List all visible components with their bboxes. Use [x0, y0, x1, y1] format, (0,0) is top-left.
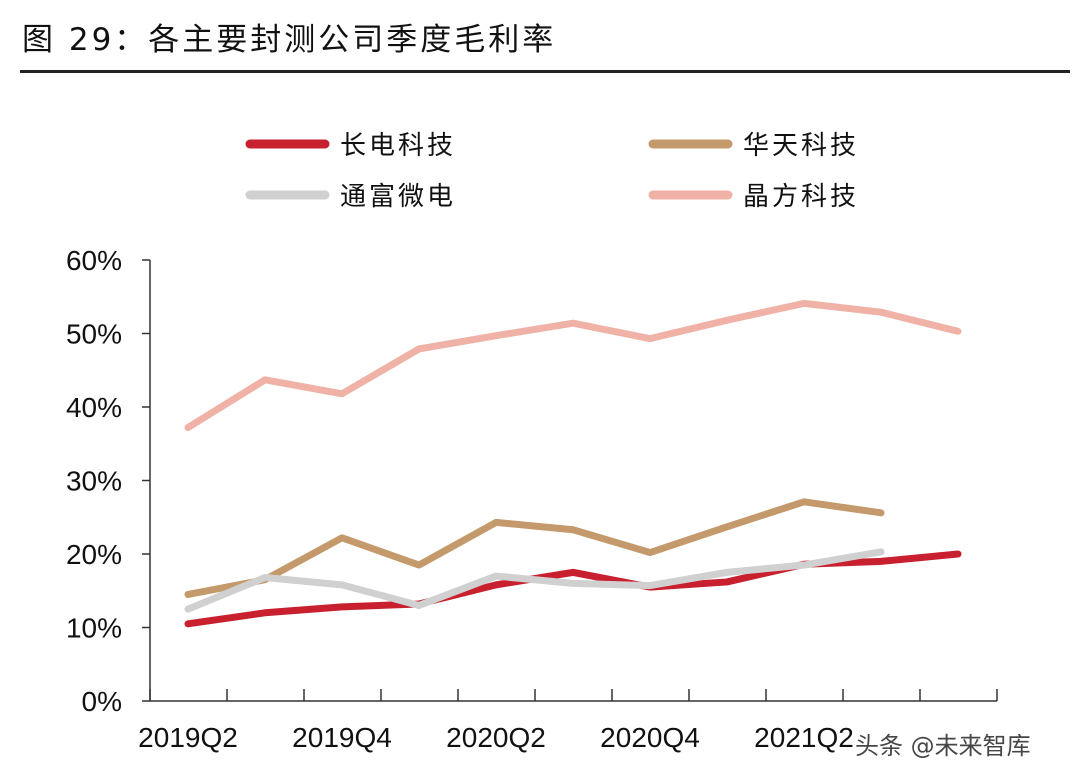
- y-tick-label: 60%: [66, 245, 122, 276]
- series-layer: [184, 299, 962, 628]
- legend-label: 长电科技: [340, 131, 456, 161]
- x-tick-label: 2021Q2: [754, 722, 854, 753]
- legend-item: 通富微电: [245, 182, 456, 212]
- y-tick-label: 20%: [66, 539, 122, 570]
- x-tick-label: 2019Q4: [292, 722, 392, 753]
- legend-item: 晶方科技: [648, 182, 859, 212]
- axes: 0% 10% 20% 30% 40% 50% 60% 2019Q2 2019Q4 2020Q2 20…: [66, 245, 998, 753]
- legend-label: 华天科技: [743, 131, 859, 161]
- series-line-1: [184, 550, 962, 628]
- y-tick-label: 50%: [66, 319, 122, 350]
- y-tick-label: 10%: [66, 613, 122, 644]
- series-line-4: [184, 299, 962, 432]
- series-line-2: [184, 498, 885, 598]
- y-tick-label: 0%: [82, 686, 122, 717]
- x-tick-label: 2020Q4: [600, 722, 700, 753]
- watermark-text: 头条 @未来智库: [855, 732, 1031, 760]
- legend-label: 晶方科技: [743, 182, 859, 212]
- x-tick-label: 2019Q2: [138, 722, 238, 753]
- legend-label: 通富微电: [340, 182, 456, 212]
- y-tick-label: 30%: [66, 466, 122, 497]
- y-tick-label: 40%: [66, 392, 122, 423]
- series-line-3: [184, 548, 885, 613]
- x-tick-label: 2020Q2: [446, 722, 546, 753]
- legend-item: 华天科技: [648, 131, 859, 161]
- chart-title: 图 29：各主要封测公司季度毛利率: [22, 22, 557, 58]
- legend-item: 长电科技: [245, 131, 456, 161]
- title-divider: [20, 70, 1070, 73]
